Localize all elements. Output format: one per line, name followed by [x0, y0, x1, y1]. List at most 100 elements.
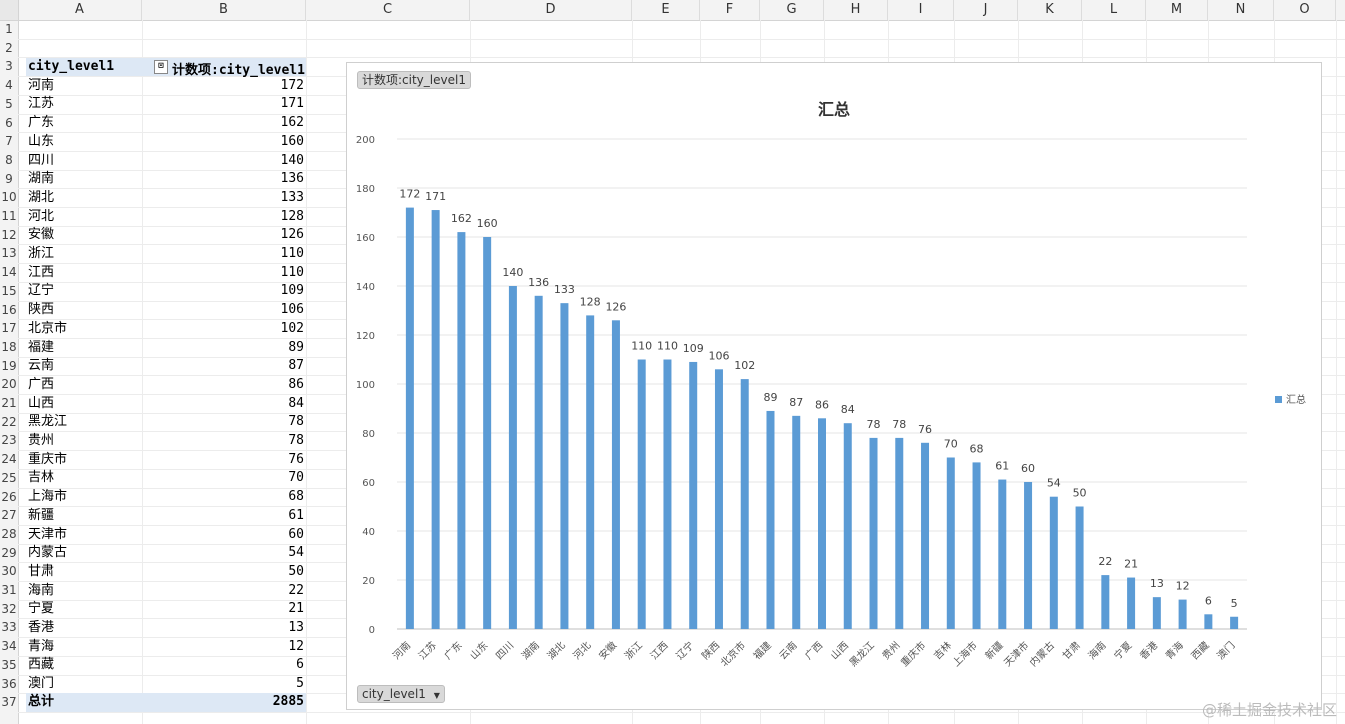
- row-header-13[interactable]: 13: [1, 246, 17, 261]
- pivot-data-row[interactable]: 贵州 78: [26, 432, 306, 451]
- column-header-l[interactable]: L: [1082, 0, 1146, 20]
- row-header-37[interactable]: 37: [1, 695, 17, 710]
- row-header-33[interactable]: 33: [1, 620, 17, 635]
- filter-dropdown-icon[interactable]: ⊡: [154, 60, 168, 74]
- column-header-k[interactable]: K: [1018, 0, 1082, 20]
- pivot-data-row[interactable]: 湖南 136: [26, 170, 306, 189]
- pivot-data-row[interactable]: 江苏 171: [26, 95, 306, 114]
- pivot-data-row[interactable]: 吉林 70: [26, 469, 306, 488]
- row-header-23[interactable]: 23: [1, 433, 17, 448]
- row-header-1[interactable]: 1: [5, 22, 13, 36]
- pivot-data-row[interactable]: 重庆市 76: [26, 451, 306, 470]
- row-header-18[interactable]: 18: [1, 339, 17, 354]
- row-header-28[interactable]: 28: [1, 526, 17, 541]
- pivot-row-label: 湖南: [28, 171, 55, 187]
- row-header-14[interactable]: 14: [1, 265, 17, 280]
- row-header-10[interactable]: 10: [1, 190, 17, 205]
- pivot-data-row[interactable]: 浙江 110: [26, 245, 306, 264]
- pivot-data-row[interactable]: 香港 13: [26, 619, 306, 638]
- pivot-data-row[interactable]: 福建 89: [26, 339, 306, 358]
- column-header-a[interactable]: A: [18, 0, 142, 20]
- column-header-n[interactable]: N: [1208, 0, 1274, 20]
- pivot-data-row[interactable]: 山东 160: [26, 133, 306, 152]
- chart-value-field-button[interactable]: 计数项:city_level1: [357, 71, 471, 89]
- pivot-data-row[interactable]: 天津市 60: [26, 526, 306, 545]
- row-header-35[interactable]: 35: [1, 657, 17, 672]
- pivot-data-row[interactable]: 湖北 133: [26, 189, 306, 208]
- pivot-data-row[interactable]: 辽宁 109: [26, 282, 306, 301]
- pivot-data-row[interactable]: 山西 84: [26, 395, 306, 414]
- row-header-11[interactable]: 11: [1, 209, 17, 223]
- pivot-data-row[interactable]: 宁夏 21: [26, 600, 306, 619]
- select-all-corner[interactable]: [0, 0, 19, 21]
- pivot-chart[interactable]: 计数项:city_level1 汇总 0 20 40 60 80 100 120 140 160 1…: [346, 62, 1322, 710]
- column-header-i[interactable]: I: [888, 0, 954, 20]
- row-header-2[interactable]: 2: [5, 40, 13, 55]
- column-header-g[interactable]: G: [760, 0, 824, 20]
- column-header-o[interactable]: O: [1274, 0, 1336, 20]
- row-header-27[interactable]: 27: [1, 508, 17, 523]
- pivot-value-field-label[interactable]: 计数项:city_level1: [172, 63, 305, 78]
- data-label: 87: [789, 396, 803, 409]
- pivot-data-row[interactable]: 广东 162: [26, 114, 306, 133]
- pivot-data-row[interactable]: 青海 12: [26, 638, 306, 657]
- row-header-32[interactable]: 32: [1, 601, 17, 616]
- pivot-data-row[interactable]: 西藏 6: [26, 656, 306, 675]
- row-header-30[interactable]: 30: [1, 564, 17, 579]
- pivot-data-row[interactable]: 河北 128: [26, 208, 306, 227]
- column-header-h[interactable]: H: [824, 0, 888, 20]
- row-header-7[interactable]: 7: [5, 134, 13, 149]
- pivot-data-row[interactable]: 云南 87: [26, 357, 306, 376]
- pivot-data-row[interactable]: 四川 140: [26, 152, 306, 171]
- pivot-header-row[interactable]: city_level1 ⊡ 计数项:city_level1: [26, 58, 306, 78]
- pivot-data-row[interactable]: 甘肃 50: [26, 563, 306, 582]
- column-header-e[interactable]: E: [632, 0, 700, 20]
- row-header-15[interactable]: 15: [1, 283, 17, 298]
- pivot-data-row[interactable]: 海南 22: [26, 582, 306, 601]
- x-tick-label: 浙江: [622, 639, 645, 662]
- pivot-row-value: 136: [280, 171, 304, 187]
- row-header-19[interactable]: 19: [1, 358, 17, 373]
- column-header-d[interactable]: D: [470, 0, 632, 20]
- row-header-3[interactable]: 3: [5, 59, 13, 74]
- pivot-data-row[interactable]: 安徽 126: [26, 226, 306, 245]
- pivot-data-row[interactable]: 黑龙江 78: [26, 413, 306, 432]
- row-header-29[interactable]: 29: [1, 545, 17, 560]
- pivot-data-row[interactable]: 陕西 106: [26, 301, 306, 320]
- column-header-b[interactable]: B: [142, 0, 306, 20]
- row-header-5[interactable]: 5: [5, 96, 13, 111]
- column-header-c[interactable]: C: [306, 0, 470, 20]
- row-header-31[interactable]: 31: [1, 583, 17, 597]
- pivot-total-row[interactable]: 总计 2885: [26, 693, 306, 712]
- bar: [405, 207, 414, 629]
- row-header-16[interactable]: 16: [1, 302, 17, 317]
- row-header-21[interactable]: 21: [1, 396, 17, 410]
- row-header-12[interactable]: 12: [1, 227, 17, 242]
- row-header-17[interactable]: 17: [1, 321, 17, 336]
- row-header-8[interactable]: 8: [5, 152, 13, 167]
- column-header-j[interactable]: J: [954, 0, 1018, 20]
- row-header-26[interactable]: 26: [1, 489, 17, 504]
- row-header-24[interactable]: 24: [1, 452, 17, 467]
- pivot-data-row[interactable]: 澳门 5: [26, 675, 306, 694]
- row-header-34[interactable]: 34: [1, 639, 17, 654]
- pivot-row-label: 广西: [28, 376, 55, 392]
- pivot-data-row[interactable]: 内蒙古 54: [26, 544, 306, 563]
- pivot-data-row[interactable]: 北京市 102: [26, 320, 306, 339]
- row-header-22[interactable]: 22: [1, 414, 17, 429]
- pivot-data-row[interactable]: 上海市 68: [26, 488, 306, 507]
- pivot-data-row[interactable]: 河南 172: [26, 77, 306, 96]
- row-header-9[interactable]: 9: [5, 171, 13, 186]
- pivot-row-field-label[interactable]: city_level1: [28, 59, 115, 74]
- chart-axis-field-button[interactable]: city_level1 ▼: [357, 685, 445, 703]
- pivot-data-row[interactable]: 新疆 61: [26, 507, 306, 526]
- pivot-data-row[interactable]: 广西 86: [26, 376, 306, 395]
- column-header-f[interactable]: F: [700, 0, 760, 20]
- row-header-4[interactable]: 4: [5, 78, 13, 93]
- column-header-m[interactable]: M: [1146, 0, 1208, 20]
- row-header-6[interactable]: 6: [5, 115, 13, 130]
- row-header-20[interactable]: 20: [1, 377, 17, 392]
- row-header-25[interactable]: 25: [1, 470, 17, 485]
- pivot-data-row[interactable]: 江西 110: [26, 264, 306, 283]
- row-header-36[interactable]: 36: [1, 676, 17, 691]
